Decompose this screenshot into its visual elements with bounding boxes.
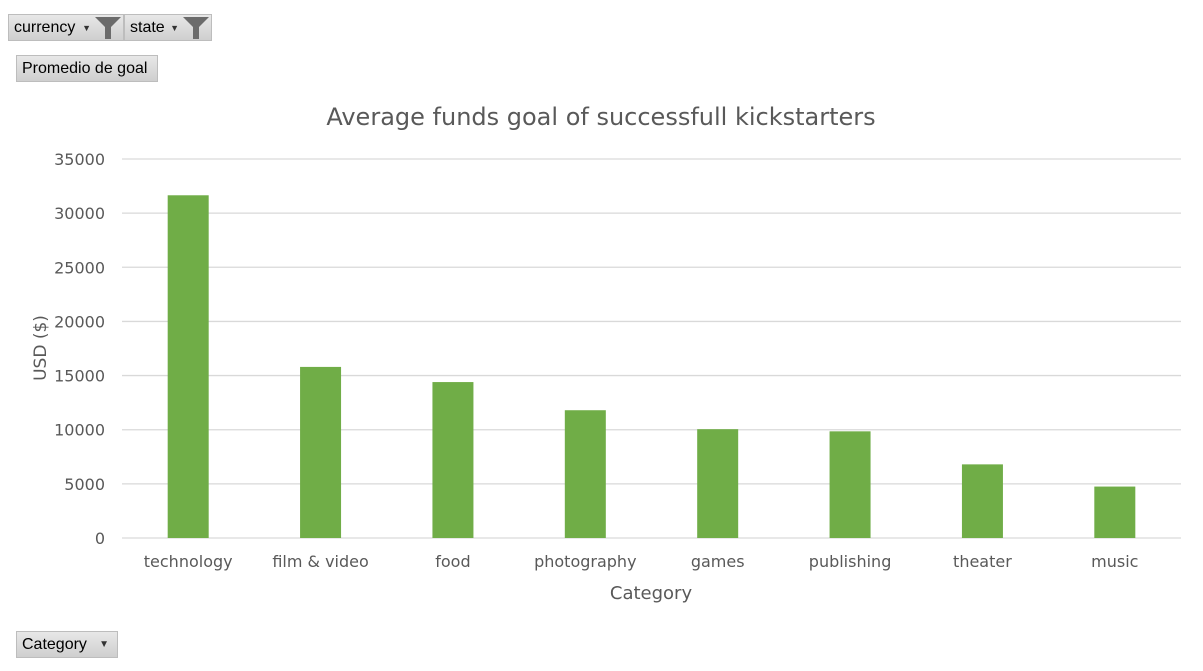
y-tick-label: 15000 [54,367,105,386]
bars [167,195,1136,539]
bar [300,366,342,538]
state-filter-button[interactable]: state ▼ [124,14,212,41]
dropdown-arrow-icon: ▼ [99,639,109,650]
currency-filter-button[interactable]: currency ▼ [8,14,124,41]
bar [697,429,739,538]
x-tick-label: music [1091,552,1138,571]
category-field-label: Category [22,635,87,653]
y-tick-label: 35000 [54,150,105,169]
x-tick-label: food [435,552,470,571]
x-tick-label: film & video [272,552,368,571]
state-filter-label: state [130,18,165,36]
dropdown-arrow-icon: ▼ [170,22,179,33]
x-tick-label: publishing [809,552,892,571]
y-tick-label: 20000 [54,312,105,331]
bar [961,464,1003,538]
bar [1094,486,1136,538]
category-field-button[interactable]: Category ▼ [16,631,118,658]
dropdown-arrow-icon: ▼ [82,22,91,33]
x-tick-label: theater [953,552,1012,571]
measure-field-button[interactable]: Promedio de goal [16,55,158,82]
measure-field-label: Promedio de goal [22,59,148,77]
y-tick-label: 25000 [54,258,105,277]
x-tick-label: technology [144,552,233,571]
currency-filter-label: currency [14,18,76,36]
filter-icon [95,16,121,39]
y-tick-label: 5000 [64,475,105,494]
y-tick-labels: 0 5000 10000 15000 20000 25000 30000 35000 [54,150,105,548]
y-axis-title: USD ($) [31,315,51,381]
x-tick-label: photography [534,552,636,571]
bar [432,382,474,538]
x-axis-title: Category [610,583,693,604]
chart-title: Average funds goal of successfull kickst… [326,103,875,131]
y-tick-label: 0 [95,529,105,548]
bar [167,195,209,539]
filter-icon [183,16,209,39]
x-tick-labels: technology film & video food photography gam… [144,552,1139,571]
y-tick-label: 10000 [54,421,105,440]
bar [564,410,606,538]
x-tick-label: games [691,552,745,571]
gridlines [122,158,1181,539]
bar [829,431,871,538]
y-tick-label: 30000 [54,204,105,223]
